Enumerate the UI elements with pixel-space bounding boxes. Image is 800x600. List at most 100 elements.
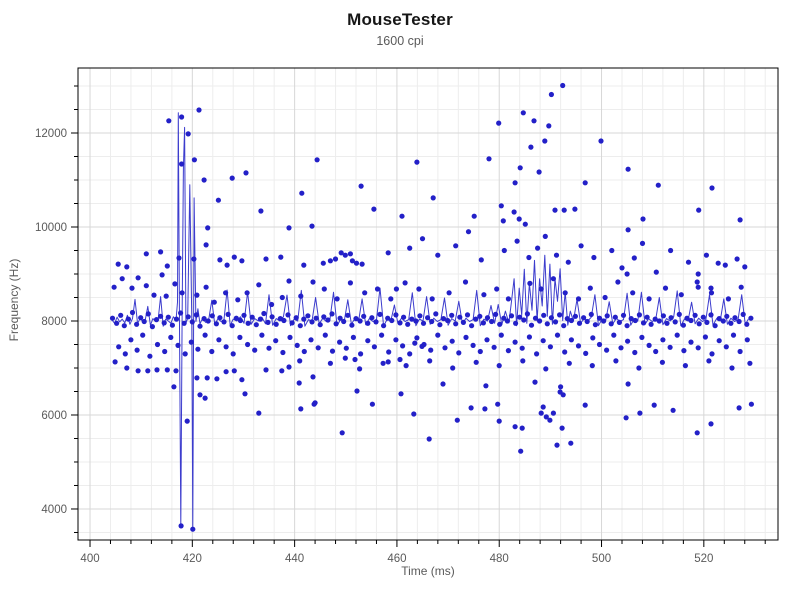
data-point bbox=[651, 402, 657, 408]
data-point bbox=[640, 216, 646, 222]
data-point bbox=[310, 279, 316, 285]
data-point bbox=[279, 294, 285, 301]
data-point bbox=[473, 359, 479, 365]
data-point bbox=[173, 368, 179, 374]
data-point bbox=[297, 358, 303, 364]
data-point bbox=[202, 332, 208, 338]
data-point bbox=[537, 318, 543, 324]
data-point bbox=[245, 341, 251, 348]
data-point bbox=[625, 227, 631, 233]
data-point bbox=[590, 335, 596, 341]
data-point bbox=[592, 322, 599, 328]
data-point bbox=[568, 337, 575, 343]
data-point bbox=[223, 369, 229, 375]
data-point bbox=[385, 250, 391, 256]
data-point bbox=[469, 323, 475, 329]
data-point bbox=[259, 332, 265, 338]
data-point bbox=[664, 320, 670, 326]
data-point bbox=[217, 257, 223, 263]
data-point bbox=[694, 279, 700, 285]
data-point bbox=[670, 407, 676, 413]
data-point bbox=[688, 317, 694, 324]
data-point bbox=[205, 318, 211, 324]
data-point bbox=[211, 299, 217, 305]
data-point bbox=[205, 225, 211, 231]
data-point bbox=[736, 318, 742, 325]
data-point bbox=[153, 317, 160, 323]
data-point bbox=[660, 313, 667, 319]
data-point bbox=[201, 177, 207, 183]
data-point bbox=[337, 315, 343, 321]
data-point bbox=[512, 180, 518, 186]
data-point bbox=[337, 339, 343, 345]
data-point bbox=[623, 415, 629, 421]
data-point bbox=[159, 272, 165, 278]
data-point bbox=[237, 334, 243, 340]
data-point bbox=[245, 320, 251, 326]
data-point bbox=[640, 320, 647, 326]
data-point bbox=[327, 258, 333, 264]
data-point bbox=[513, 320, 519, 326]
data-point bbox=[365, 338, 371, 344]
data-point bbox=[329, 348, 336, 354]
data-point bbox=[516, 216, 522, 222]
data-point bbox=[583, 350, 589, 356]
data-point bbox=[625, 166, 631, 172]
data-point bbox=[708, 285, 714, 291]
data-point bbox=[453, 321, 459, 327]
data-point bbox=[402, 280, 408, 286]
data-point bbox=[528, 322, 535, 328]
data-point bbox=[538, 286, 544, 292]
data-point bbox=[197, 392, 203, 398]
data-point bbox=[141, 318, 147, 325]
data-point bbox=[542, 138, 548, 144]
data-point bbox=[317, 322, 323, 328]
data-point bbox=[652, 316, 658, 322]
data-point bbox=[681, 348, 687, 354]
data-point bbox=[164, 367, 170, 373]
data-point bbox=[161, 320, 167, 326]
data-point bbox=[535, 245, 541, 251]
data-point bbox=[543, 414, 549, 420]
data-point bbox=[471, 213, 477, 219]
data-point bbox=[552, 319, 559, 325]
x-tick-label: 440 bbox=[285, 553, 304, 565]
data-point bbox=[350, 334, 356, 340]
data-point bbox=[405, 321, 411, 327]
data-point bbox=[338, 250, 344, 256]
data-point bbox=[540, 404, 546, 410]
data-point bbox=[145, 311, 151, 317]
data-point bbox=[704, 319, 710, 325]
data-point bbox=[522, 221, 528, 227]
data-point bbox=[630, 290, 636, 296]
data-point bbox=[252, 347, 258, 353]
data-point bbox=[688, 339, 694, 345]
data-point bbox=[289, 320, 295, 326]
data-point bbox=[411, 411, 417, 417]
data-point bbox=[695, 284, 701, 290]
data-point bbox=[748, 401, 755, 407]
data-point bbox=[695, 345, 701, 351]
data-point bbox=[653, 348, 659, 355]
data-point bbox=[385, 359, 391, 365]
chart-subtitle: 1600 cpi bbox=[376, 34, 424, 48]
data-point bbox=[429, 318, 435, 325]
data-point bbox=[527, 280, 533, 286]
data-point bbox=[195, 346, 201, 352]
data-point bbox=[684, 315, 690, 321]
data-point bbox=[154, 367, 160, 373]
data-point bbox=[446, 290, 452, 296]
data-point bbox=[426, 436, 432, 442]
data-point bbox=[738, 284, 744, 290]
x-tick-label: 420 bbox=[183, 553, 202, 565]
data-point bbox=[407, 245, 413, 251]
data-point bbox=[420, 320, 427, 326]
data-point bbox=[334, 296, 340, 302]
data-point bbox=[682, 363, 689, 369]
data-point bbox=[114, 320, 120, 326]
data-point bbox=[562, 349, 568, 355]
data-point bbox=[223, 344, 229, 350]
data-point bbox=[194, 292, 200, 298]
data-point bbox=[692, 312, 698, 318]
